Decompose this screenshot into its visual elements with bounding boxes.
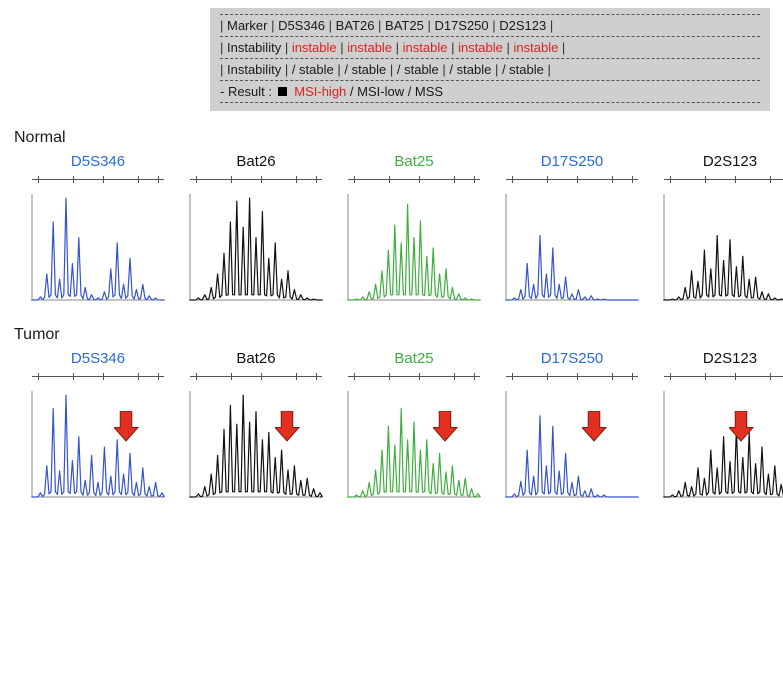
- marker-title: D5S346: [28, 350, 168, 367]
- marker-title: D17S250: [502, 153, 642, 170]
- mini-axis: [186, 371, 326, 381]
- marker-panel: D2S123: [660, 153, 783, 308]
- marker-panel: D2S123: [660, 350, 783, 505]
- plot-wrap: [344, 385, 484, 505]
- header-cell: BAT26: [336, 18, 375, 33]
- marker-title: Bat25: [344, 153, 484, 170]
- header-cell: instable: [514, 40, 559, 55]
- results-header-box: | Marker | D5S346 | BAT26 | BAT25 | D17S…: [210, 8, 770, 111]
- header-cell: / stable: [292, 62, 334, 77]
- plot-wrap: [28, 188, 168, 308]
- marker-panel: D5S346: [28, 350, 168, 505]
- plot-wrap: [502, 188, 642, 308]
- header-cell: Instability: [227, 62, 281, 77]
- result-prefix: - Result :: [220, 84, 272, 99]
- marker-title: D2S123: [660, 350, 783, 367]
- electropherogram-plot: [502, 188, 642, 308]
- marker-panel: D5S346: [28, 153, 168, 308]
- mini-axis: [344, 174, 484, 184]
- header-cell: instable: [458, 40, 503, 55]
- section-title: Normal: [14, 129, 773, 147]
- marker-panel: D17S250: [502, 350, 642, 505]
- mini-axis: [28, 371, 168, 381]
- marker-panel: Bat25: [344, 350, 484, 505]
- marker-title: D2S123: [660, 153, 783, 170]
- electropherogram-plot: [660, 188, 783, 308]
- header-row: | Instability | instable | instable | in…: [220, 36, 760, 58]
- electropherogram-plot: [186, 188, 326, 308]
- result-msi-high: MSI-high: [294, 84, 346, 99]
- plot-wrap: [344, 188, 484, 308]
- plot-wrap: [502, 385, 642, 505]
- header-row: | Marker | D5S346 | BAT26 | BAT25 | D17S…: [220, 14, 760, 36]
- header-cell: / stable: [344, 62, 386, 77]
- header-cell: / stable: [502, 62, 544, 77]
- marker-panel: Bat25: [344, 153, 484, 308]
- result-rest: / MSI-low / MSS: [346, 84, 443, 99]
- header-cell: instable: [403, 40, 448, 55]
- electropherogram-plot: [344, 188, 484, 308]
- plot-wrap: [186, 385, 326, 505]
- marker-title: D17S250: [502, 350, 642, 367]
- panel-row: D5S346Bat26Bat25D17S250D2S123: [28, 153, 773, 308]
- header-cell: / stable: [449, 62, 491, 77]
- marker-panel: D17S250: [502, 153, 642, 308]
- electropherogram-plot: [28, 188, 168, 308]
- header-cell: instable: [347, 40, 392, 55]
- header-cell: D2S123: [499, 18, 546, 33]
- plot-wrap: [186, 188, 326, 308]
- square-icon: [278, 87, 287, 96]
- mini-axis: [186, 174, 326, 184]
- marker-panel: Bat26: [186, 350, 326, 505]
- header-cell: D17S250: [434, 18, 488, 33]
- marker-title: Bat26: [186, 153, 326, 170]
- header-cell: Marker: [227, 18, 267, 33]
- marker-title: Bat26: [186, 350, 326, 367]
- header-cell: / stable: [397, 62, 439, 77]
- mini-axis: [502, 174, 642, 184]
- header-cell: Instability: [227, 40, 281, 55]
- section-title: Tumor: [14, 326, 773, 344]
- panel-row: D5S346Bat26Bat25D17S250D2S123: [28, 350, 773, 505]
- mini-axis: [660, 371, 783, 381]
- plot-wrap: [660, 188, 783, 308]
- mini-axis: [344, 371, 484, 381]
- marker-title: Bat25: [344, 350, 484, 367]
- plot-wrap: [660, 385, 783, 505]
- plot-wrap: [28, 385, 168, 505]
- header-cell: D5S346: [278, 18, 325, 33]
- header-cell: BAT25: [385, 18, 424, 33]
- marker-title: D5S346: [28, 153, 168, 170]
- mini-axis: [502, 371, 642, 381]
- instability-arrow-icon: [729, 411, 783, 531]
- header-row: | Instability | / stable | / stable | / …: [220, 58, 760, 80]
- marker-panel: Bat26: [186, 153, 326, 308]
- header-cell: instable: [292, 40, 337, 55]
- mini-axis: [660, 174, 783, 184]
- header-result-row: - Result : MSI-high / MSI-low / MSS: [220, 80, 760, 103]
- mini-axis: [28, 174, 168, 184]
